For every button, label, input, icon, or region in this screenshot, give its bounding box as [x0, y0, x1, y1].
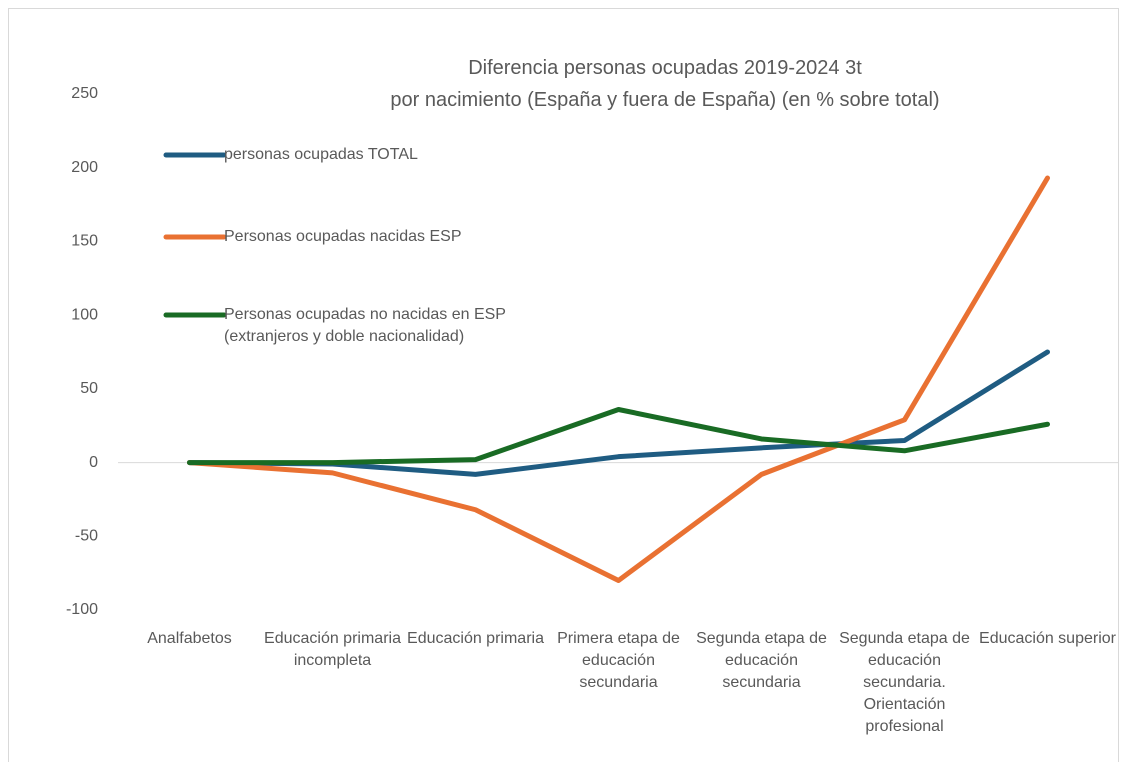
- series-line: [187, 349, 1050, 477]
- title-line: por nacimiento (España y fuera de España…: [390, 89, 940, 111]
- x-tick-label: Segunda etapa de educación secundaria: [696, 630, 827, 691]
- y-tick-label: 50: [80, 380, 98, 397]
- series-line: [187, 175, 1050, 584]
- y-tick-label: 250: [71, 85, 98, 102]
- title-line: Diferencia personas ocupadas 2019-2024 3…: [468, 57, 862, 79]
- x-tick-label: Educación primaria incompleta: [264, 630, 401, 669]
- legend-label: Personas ocupadas no nacidas en ESP (ext…: [224, 306, 506, 345]
- y-tick-label: 150: [71, 233, 98, 250]
- chart-title: Diferencia personas ocupadas 2019-2024 3…: [250, 52, 1080, 116]
- y-tick-label: -100: [66, 601, 98, 618]
- legend-label: personas ocupadas TOTAL: [224, 146, 418, 163]
- x-tick-label: Educación superior: [979, 630, 1116, 647]
- y-tick-label: 100: [71, 306, 98, 323]
- x-tick-label: Primera etapa de educación secundaria: [557, 630, 680, 691]
- x-tick-label: Educación primaria: [407, 630, 544, 647]
- series-line: [187, 406, 1050, 466]
- y-tick-label: 200: [71, 159, 98, 176]
- legend-label: Personas ocupadas nacidas ESP: [224, 228, 462, 245]
- x-tick-label: Analfabetos: [147, 630, 232, 647]
- y-tick-label: -50: [75, 528, 98, 545]
- chart-frame: [8, 8, 1119, 762]
- y-tick-label: 0: [89, 454, 98, 471]
- x-tick-label: Segunda etapa de educación secundaria. O…: [839, 630, 970, 735]
